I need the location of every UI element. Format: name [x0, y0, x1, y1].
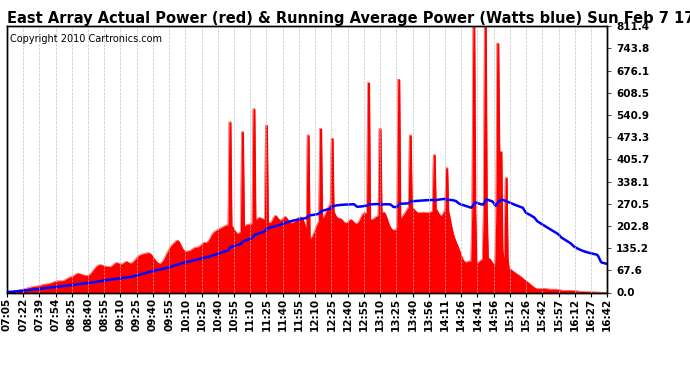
- Text: Copyright 2010 Cartronics.com: Copyright 2010 Cartronics.com: [10, 34, 162, 44]
- Text: East Array Actual Power (red) & Running Average Power (Watts blue) Sun Feb 7 17:: East Array Actual Power (red) & Running …: [7, 11, 690, 26]
